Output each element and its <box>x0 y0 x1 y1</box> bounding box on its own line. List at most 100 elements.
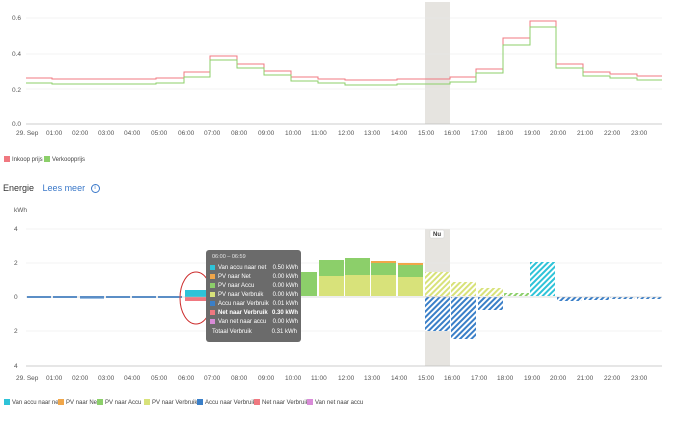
price-chart: 0.6 0.4 0.2 0.0 29. Sep 01:00 02:00 03:0… <box>4 2 662 163</box>
bar-forecast-accu-naar-verbruik[interactable] <box>451 297 476 339</box>
x-tick: 19:00 <box>524 375 541 382</box>
legend-swatch <box>97 399 103 405</box>
x-tick: 15:00 <box>418 375 435 382</box>
tooltip-row-label: Van net naar accu <box>218 318 267 325</box>
bar-forecast-pv-naar-verbruik[interactable] <box>451 282 476 296</box>
bar-forecast-accu-naar-verbruik[interactable] <box>584 297 609 300</box>
y-tick: 0.6 <box>12 15 21 22</box>
x-tick: 10:00 <box>285 130 302 137</box>
x-tick: 22:00 <box>604 375 621 382</box>
bar-forecast-accu-naar-verbruik[interactable] <box>557 297 582 301</box>
bar-forecast-van-accu-naar-net[interactable] <box>530 262 555 296</box>
y-tick: 4 <box>14 226 18 233</box>
bar-forecast-accu-naar-verbruik[interactable] <box>637 297 662 299</box>
bar-pv-naar-verbruik[interactable] <box>398 277 423 296</box>
y-tick: 0 <box>14 294 18 301</box>
tooltip-swatch <box>210 310 215 315</box>
bar-forecast-pv-naar-accu[interactable] <box>504 293 529 296</box>
legend-swatch <box>197 399 203 405</box>
y-tick: 0.4 <box>12 51 21 58</box>
tooltip-swatch <box>210 301 215 306</box>
x-tick: 21:00 <box>577 375 594 382</box>
legend-item-van-net-naar-accu[interactable]: Van net naar accu <box>307 399 363 406</box>
hover-tooltip: 06:00 – 06:59 Van accu naar net 0.50 kWh… <box>206 250 301 342</box>
bar-pv-naar-accu[interactable] <box>371 263 396 275</box>
x-tick: 07:00 <box>204 130 221 137</box>
bar-forecast-accu-naar-verbruik[interactable] <box>425 297 450 331</box>
bar-net-naar-verbruik[interactable] <box>185 297 209 301</box>
tooltip-swatch <box>210 319 215 324</box>
legend-item-pv-naar-accu[interactable]: PV naar Accu <box>97 399 141 406</box>
x-tick: 10:00 <box>285 375 302 382</box>
legend-label: PV naar Accu <box>105 400 141 406</box>
legend-item-verkoopprijs[interactable]: Verkoopprijs <box>44 156 85 163</box>
tooltip-row: Van net naar accu 0.00 kWh <box>210 317 298 326</box>
legend-swatch <box>144 399 150 405</box>
bar-pv-naar-accu[interactable] <box>398 265 423 277</box>
x-tick: 09:00 <box>258 375 275 382</box>
y-tick: 2 <box>14 260 18 267</box>
tooltip-row-value: 0.00 kWh <box>272 273 298 280</box>
now-label: Nu <box>433 232 441 238</box>
bar-pv-naar-net[interactable] <box>398 263 423 265</box>
tooltip-row: PV naar Accu 0.00 kWh <box>210 281 298 290</box>
x-tick: 20:00 <box>550 130 567 137</box>
x-tick: 15:00 <box>418 130 435 137</box>
bar-pv-naar-verbruik[interactable] <box>345 275 370 296</box>
x-tick: 13:00 <box>364 130 381 137</box>
legend-label: Inkoop prijs <box>12 157 43 163</box>
x-tick: 18:00 <box>497 130 514 137</box>
x-tick: 05:00 <box>151 130 168 137</box>
x-tick: 13:00 <box>364 375 381 382</box>
tooltip-total: Totaal Verbruik 0.31 kWh <box>212 329 297 335</box>
tooltip-row-value: 0.50 kWh <box>272 264 298 271</box>
y-tick: 4 <box>14 363 18 370</box>
legend-label: Van net naar accu <box>315 400 363 406</box>
legend-item-van-accu-naar-net[interactable]: Van accu naar net <box>4 399 61 406</box>
tooltip-row: Accu naar Verbruik 0.01 kWh <box>210 299 298 308</box>
bar-pv-naar-verbruik[interactable] <box>319 276 344 296</box>
y-tick: 0.0 <box>12 121 21 128</box>
legend-swatch <box>4 399 10 405</box>
series-inkoop-prijs <box>26 20 662 81</box>
bar-pv-naar-accu[interactable] <box>345 258 370 275</box>
x-tick: 14:00 <box>391 375 408 382</box>
tooltip-swatch <box>210 292 215 297</box>
bar-van-accu-naar-net[interactable] <box>185 290 209 297</box>
x-tick: 23:00 <box>631 130 648 137</box>
tooltip-row-label: Net naar Verbruik <box>218 309 268 316</box>
legend-label: Van accu naar net <box>12 400 61 406</box>
legend-item-pv-naar-net[interactable]: PV naar Net <box>58 399 99 406</box>
bar-forecast-accu-naar-verbruik[interactable] <box>610 297 635 299</box>
bar-forecast-pv-naar-verbruik[interactable] <box>425 272 450 296</box>
bar-forecast-accu-naar-verbruik[interactable] <box>478 297 503 310</box>
bar-forecast-pv-naar-verbruik[interactable] <box>478 288 503 296</box>
read-more-link[interactable]: Lees meer <box>42 183 86 193</box>
x-tick: 02:00 <box>72 130 89 137</box>
info-icon[interactable]: i <box>90 184 100 194</box>
bar-pv-naar-verbruik[interactable] <box>371 275 396 296</box>
x-tick: 07:00 <box>204 375 221 382</box>
x-tick: 16:00 <box>444 130 461 137</box>
legend-item-accu-naar-verbruik[interactable]: Accu naar Verbruik <box>197 399 257 406</box>
x-tick: 22:00 <box>604 130 621 137</box>
tooltip-row: Van accu naar net 0.50 kWh <box>210 263 298 272</box>
tooltip-row: Net naar Verbruik 0.30 kWh <box>210 308 298 317</box>
x-tick: 21:00 <box>577 130 594 137</box>
bar-pv-naar-net[interactable] <box>371 261 396 263</box>
legend-item-net-naar-verbruik[interactable]: Net naar Verbruik <box>254 399 310 406</box>
legend-label: Verkoopprijs <box>52 157 85 163</box>
bar-pv-naar-accu[interactable] <box>319 260 344 276</box>
tooltip-row-label: PV naar Verbruik <box>218 291 264 298</box>
legend-item-inkoop-prijs[interactable]: Inkoop prijs <box>4 156 43 163</box>
tooltip-row-label: Accu naar Verbruik <box>218 300 269 307</box>
tooltip-title: 06:00 – 06:59 <box>212 254 246 260</box>
x-tick: 01:00 <box>46 375 63 382</box>
tooltip-swatch <box>210 274 215 279</box>
legend-item-pv-naar-verbruik[interactable]: PV naar Verbruik <box>144 399 198 406</box>
legend-label: PV naar Verbruik <box>152 400 198 406</box>
tooltip-swatch <box>210 265 215 270</box>
tooltip-total-value: 0.31 kWh <box>271 329 297 335</box>
x-tick: 12:00 <box>338 130 355 137</box>
